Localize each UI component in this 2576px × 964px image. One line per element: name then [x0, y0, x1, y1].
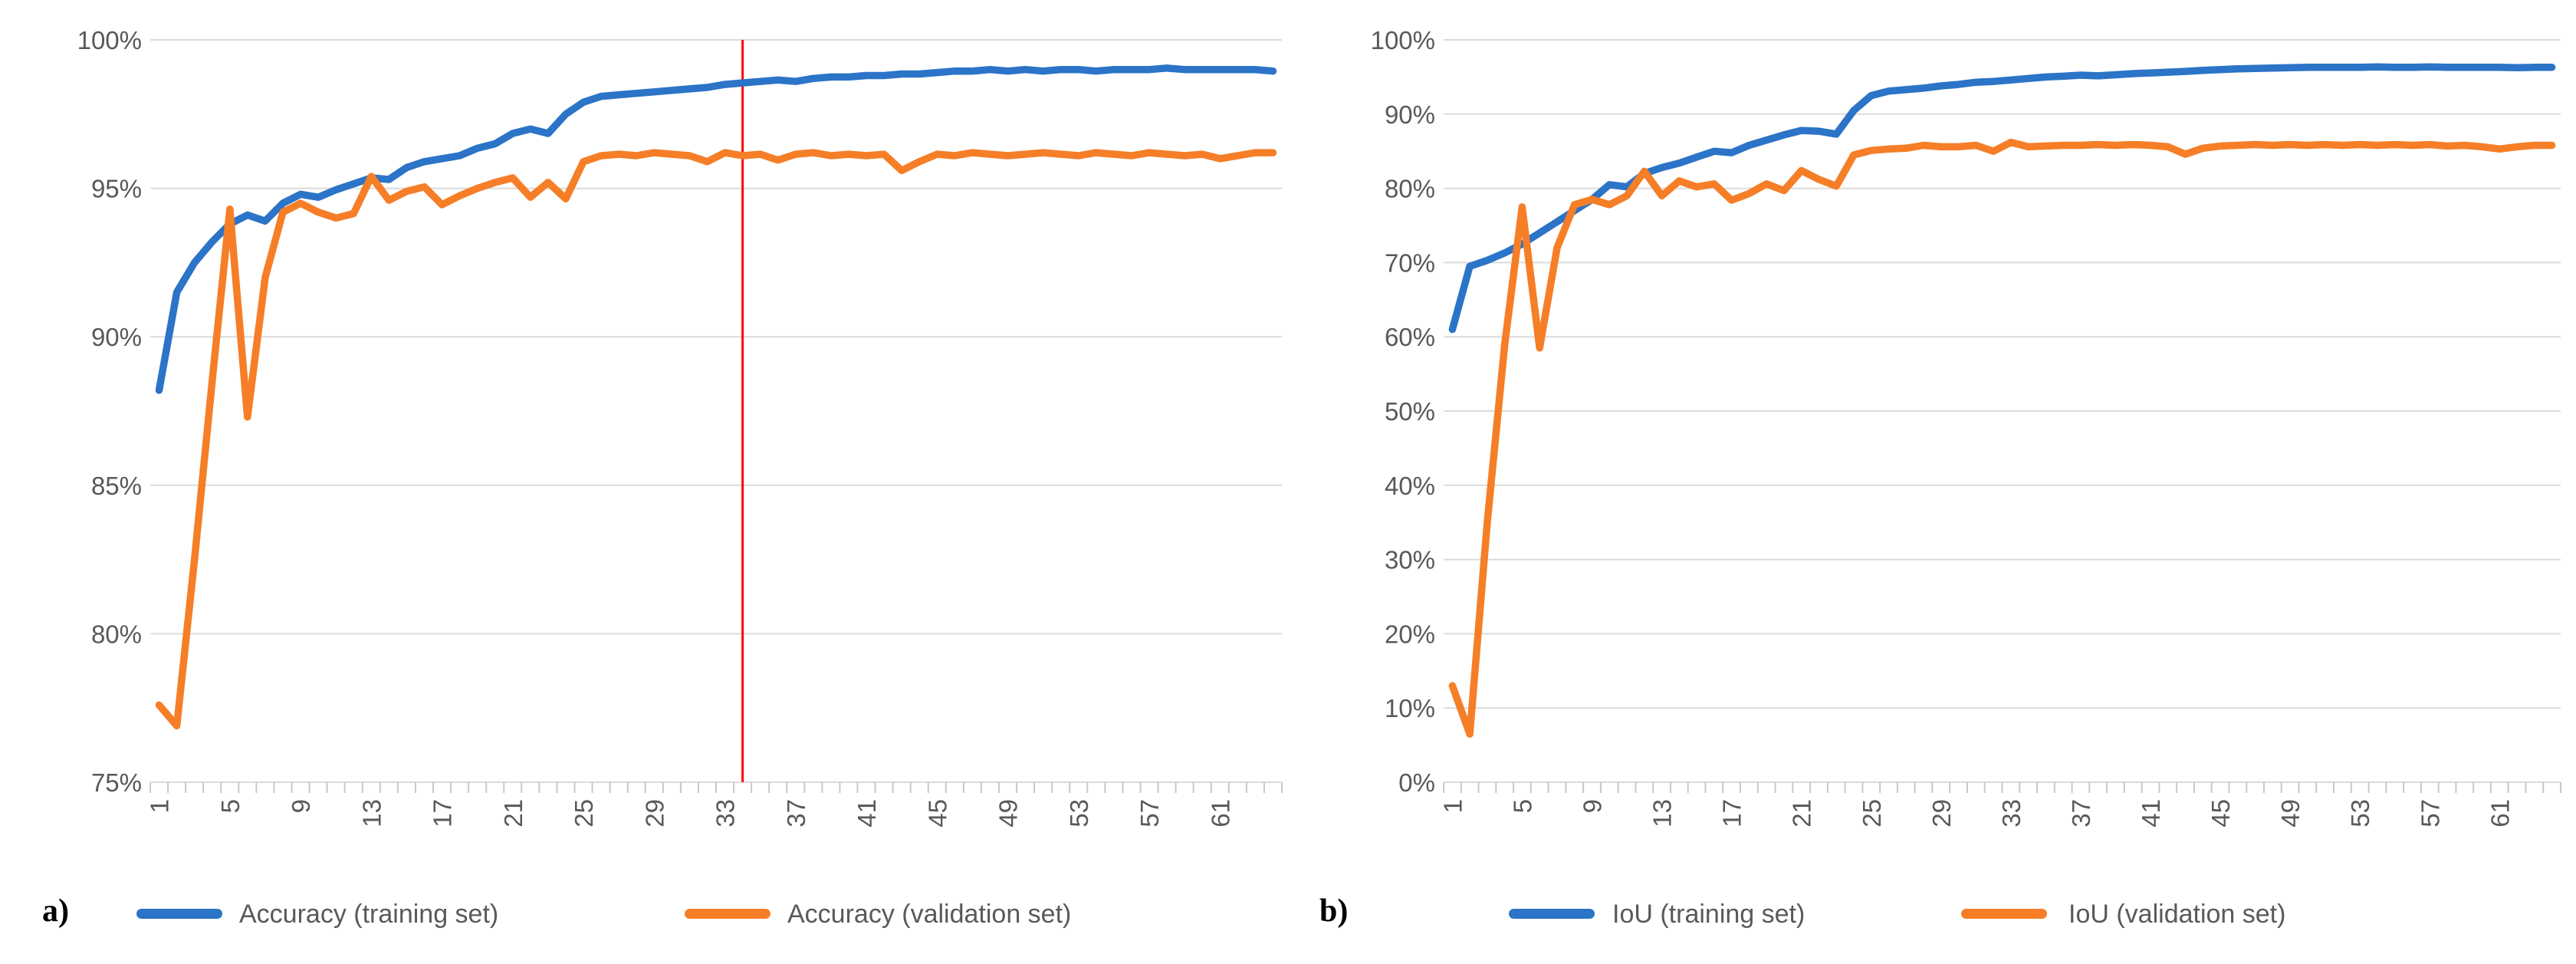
y-axis-tick-label: 40%: [1385, 472, 1435, 500]
series-line-accuracy-validation-set-: [155, 149, 1277, 730]
x-axis-tick-label: 57: [1135, 799, 1164, 827]
x-axis-tick-label: 61: [1206, 799, 1234, 827]
x-axis-tick-label: 37: [782, 799, 810, 827]
x-axis-tick-label: 45: [2206, 799, 2235, 827]
x-axis-tick-label: 25: [1858, 799, 1886, 827]
series-line-iou-validation-set-: [1448, 138, 2556, 738]
y-axis-tick-label: 100%: [77, 26, 142, 54]
panel-label-b: b): [1319, 893, 1349, 929]
series-line-accuracy-training-set-: [155, 64, 1277, 394]
x-axis-tick-label: 25: [570, 799, 598, 827]
x-axis-tick-label: 41: [853, 799, 881, 827]
y-axis-tick-label: 90%: [91, 323, 142, 351]
x-axis-tick-label: 61: [2486, 799, 2514, 827]
y-axis-tick-label: 0%: [1398, 768, 1435, 797]
legend-label-iou-validation: IoU (validation set): [2068, 900, 2286, 929]
panel-label-a: a): [42, 893, 69, 929]
y-axis-tick-label: 80%: [1385, 175, 1435, 203]
x-axis-tick-label: 9: [287, 799, 315, 813]
x-axis-tick-label: 33: [711, 799, 740, 827]
y-axis-tick-label: 100%: [1371, 26, 1435, 54]
y-axis-tick-label: 50%: [1385, 397, 1435, 426]
x-axis-tick-label: 9: [1579, 799, 1607, 813]
y-axis-tick-label: 80%: [91, 620, 142, 648]
x-axis-tick-label: 29: [640, 799, 669, 827]
legend-label-iou-training: IoU (training set): [1612, 900, 1806, 929]
x-axis-tick-label: 49: [994, 799, 1023, 827]
x-axis-tick-label: 29: [1927, 799, 1956, 827]
legend-swatch-iou-validation: [1961, 909, 2047, 919]
y-axis-tick-label: 95%: [91, 175, 142, 203]
legend-label-accuracy-validation: Accuracy (validation set): [787, 900, 1072, 929]
y-axis-tick-label: 70%: [1385, 248, 1435, 277]
y-axis-tick-label: 85%: [91, 472, 142, 500]
y-axis-tick-label: 20%: [1385, 620, 1435, 648]
x-axis-tick-label: 5: [216, 799, 245, 813]
legend-swatch-accuracy-training: [136, 909, 222, 919]
x-axis-tick-label: 45: [923, 799, 951, 827]
legend-swatch-iou-training: [1509, 909, 1595, 919]
y-axis-tick-label: 30%: [1385, 546, 1435, 574]
y-axis-tick-label: 75%: [91, 768, 142, 797]
x-axis-tick-label: 53: [1065, 799, 1093, 827]
x-axis-tick-label: 21: [1788, 799, 1816, 827]
x-axis-tick-label: 37: [2067, 799, 2095, 827]
x-axis-tick-label: 49: [2276, 799, 2305, 827]
x-axis-tick-label: 53: [2346, 799, 2374, 827]
x-axis-tick-label: 1: [146, 799, 174, 813]
y-axis-tick-label: 10%: [1385, 694, 1435, 722]
legend-label-accuracy-training: Accuracy (training set): [239, 900, 499, 929]
legend-swatch-accuracy-validation: [685, 909, 770, 919]
x-axis-tick-label: 13: [357, 799, 386, 827]
y-axis-tick-label: 90%: [1385, 100, 1435, 129]
x-axis-tick-label: 17: [429, 799, 457, 827]
x-axis-tick-label: 1: [1438, 799, 1467, 813]
x-axis-tick-label: 21: [499, 799, 527, 827]
y-axis-tick-label: 60%: [1385, 323, 1435, 351]
x-axis-tick-label: 33: [1997, 799, 2026, 827]
x-axis-tick-label: 13: [1648, 799, 1677, 827]
x-axis-tick-label: 41: [2137, 799, 2165, 827]
x-axis-tick-label: 5: [1508, 799, 1536, 813]
x-axis-tick-label: 57: [2416, 799, 2444, 827]
x-axis-tick-label: 17: [1718, 799, 1746, 827]
